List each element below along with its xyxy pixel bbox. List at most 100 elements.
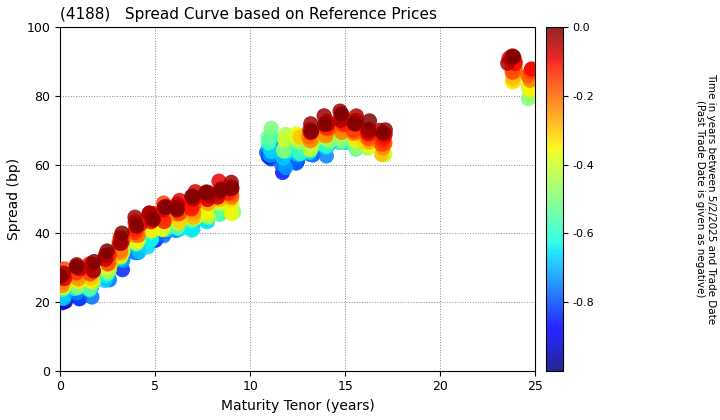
Point — [150, 237, 161, 244]
Point — [336, 129, 348, 136]
Point — [212, 194, 223, 200]
Point — [336, 121, 347, 128]
Point — [306, 142, 318, 148]
Point — [215, 206, 227, 213]
Point — [338, 124, 350, 131]
Point — [294, 134, 306, 141]
Point — [130, 236, 142, 242]
Point — [71, 263, 82, 270]
Point — [73, 295, 85, 302]
Point — [161, 225, 172, 231]
Point — [100, 273, 112, 279]
Point — [350, 132, 361, 139]
Point — [159, 206, 171, 213]
Point — [524, 92, 536, 98]
Point — [115, 244, 127, 251]
Point — [174, 226, 185, 232]
Point — [71, 284, 83, 290]
Point — [264, 138, 275, 144]
Point — [321, 126, 333, 133]
Point — [131, 223, 143, 229]
Point — [57, 288, 68, 294]
Point — [130, 245, 142, 252]
Point — [145, 218, 157, 225]
Point — [323, 139, 334, 146]
Point — [190, 215, 202, 221]
Point — [376, 141, 387, 147]
Point — [186, 210, 198, 216]
Point — [320, 142, 332, 149]
Point — [280, 164, 292, 171]
Point — [364, 131, 375, 137]
Point — [335, 137, 346, 144]
Point — [70, 277, 81, 284]
Point — [336, 121, 347, 128]
Point — [143, 211, 155, 218]
Point — [186, 225, 197, 232]
Point — [172, 202, 184, 209]
Point — [72, 275, 84, 281]
Point — [265, 140, 276, 147]
Point — [379, 151, 390, 158]
Point — [145, 229, 157, 236]
Point — [173, 215, 184, 221]
Point — [145, 231, 157, 238]
Point — [347, 129, 359, 135]
Point — [59, 292, 71, 299]
Point — [303, 147, 315, 153]
Point — [293, 139, 305, 146]
Point — [73, 278, 85, 284]
Point — [144, 210, 156, 216]
Point — [202, 213, 214, 220]
Point — [186, 213, 197, 220]
Point — [174, 205, 185, 212]
Point — [129, 229, 140, 236]
Point — [348, 127, 359, 134]
Point — [158, 226, 169, 232]
Point — [509, 58, 521, 65]
Point — [523, 74, 535, 81]
Point — [187, 193, 199, 199]
Point — [171, 207, 183, 213]
Point — [68, 285, 80, 292]
Point — [201, 207, 212, 214]
Point — [361, 139, 372, 146]
Point — [334, 108, 346, 115]
Point — [71, 277, 83, 284]
Point — [291, 149, 302, 155]
Point — [71, 265, 83, 272]
Point — [321, 127, 333, 134]
Point — [523, 83, 534, 90]
Point — [86, 269, 97, 276]
Point — [280, 148, 292, 155]
Point — [348, 127, 359, 134]
Point — [158, 207, 169, 214]
Point — [99, 255, 111, 262]
Point — [509, 68, 521, 74]
Point — [145, 227, 157, 234]
Point — [130, 240, 141, 247]
Point — [188, 211, 199, 218]
Point — [172, 222, 184, 228]
Point — [84, 286, 95, 292]
Point — [99, 277, 111, 284]
Point — [306, 129, 318, 136]
Point — [305, 129, 316, 136]
Point — [60, 277, 72, 284]
Point — [338, 121, 349, 127]
Point — [291, 131, 302, 137]
Point — [87, 280, 99, 286]
Point — [158, 211, 169, 218]
Point — [172, 224, 184, 231]
Point — [188, 205, 199, 211]
Point — [186, 218, 197, 225]
Point — [225, 183, 237, 190]
Point — [215, 200, 226, 207]
Point — [276, 169, 288, 176]
Point — [129, 214, 140, 220]
Point — [336, 136, 347, 143]
Point — [130, 239, 142, 246]
Point — [157, 212, 168, 219]
Point — [116, 251, 127, 258]
Point — [305, 151, 316, 158]
